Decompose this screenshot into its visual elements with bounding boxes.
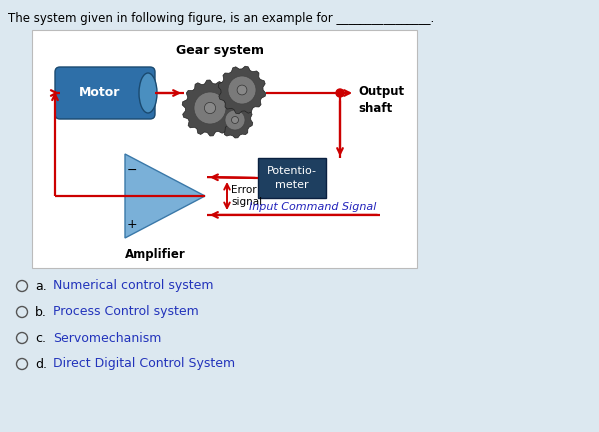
Text: Direct Digital Control System: Direct Digital Control System	[53, 358, 235, 371]
Text: −: −	[127, 163, 137, 177]
Text: Potentio-
meter: Potentio- meter	[267, 166, 317, 190]
Text: Output
shaft: Output shaft	[358, 85, 404, 115]
Circle shape	[237, 85, 247, 95]
Bar	[32, 30, 417, 268]
Circle shape	[17, 280, 28, 292]
Circle shape	[17, 333, 28, 343]
Text: The system given in following figure, is an example for ________________.: The system given in following figure, is…	[8, 12, 434, 25]
Text: Motor: Motor	[79, 86, 120, 99]
Circle shape	[17, 306, 28, 318]
Text: Process Control system: Process Control system	[53, 305, 199, 318]
Text: Error
signal: Error signal	[231, 185, 262, 207]
Circle shape	[194, 92, 226, 124]
Circle shape	[204, 102, 216, 114]
Text: Numerical control system: Numerical control system	[53, 280, 213, 292]
Circle shape	[225, 110, 245, 130]
Text: a.: a.	[35, 280, 47, 292]
Bar	[258, 158, 326, 198]
Polygon shape	[182, 80, 238, 136]
Text: Amplifier: Amplifier	[125, 248, 185, 261]
Polygon shape	[218, 66, 266, 114]
Text: b.: b.	[35, 305, 47, 318]
Polygon shape	[217, 102, 253, 138]
Polygon shape	[125, 154, 205, 238]
Text: Input Command Signal: Input Command Signal	[249, 202, 376, 212]
Circle shape	[228, 76, 256, 104]
Circle shape	[17, 359, 28, 369]
Circle shape	[231, 117, 238, 124]
Ellipse shape	[139, 73, 157, 113]
Text: Gear system: Gear system	[176, 44, 264, 57]
Text: d.: d.	[35, 358, 47, 371]
FancyBboxPatch shape	[55, 67, 155, 119]
Text: +: +	[126, 217, 137, 231]
Circle shape	[336, 89, 344, 97]
Text: Servomechanism: Servomechanism	[53, 331, 161, 344]
Text: c.: c.	[35, 331, 46, 344]
